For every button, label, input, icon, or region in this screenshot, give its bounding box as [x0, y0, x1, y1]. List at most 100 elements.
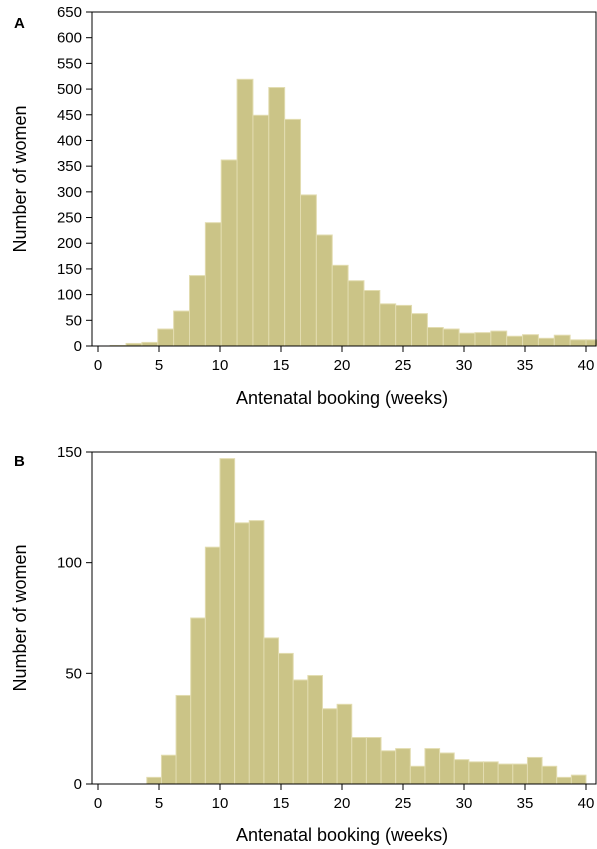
histogram-bar — [553, 334, 571, 347]
y-axis-title: Number of women — [10, 105, 30, 252]
histogram-bar — [248, 520, 265, 785]
y-tick-label: 400 — [57, 132, 82, 149]
chart-svg: B 0 5 10 15 20 25 30 35 40 0 50 100 150 Antenatal book… — [10, 444, 597, 845]
histogram-bar — [395, 748, 411, 785]
histogram-bar — [490, 330, 508, 347]
histogram-bar — [278, 652, 294, 785]
x-tick-label: 0 — [94, 795, 102, 812]
histogram-bar — [292, 679, 309, 785]
histogram-bar — [173, 310, 190, 347]
x-tick-label: 10 — [212, 795, 229, 812]
histogram-bar — [365, 737, 382, 785]
histogram-bar — [380, 750, 397, 785]
histogram-panel-a: A 0 5 10 15 20 25 30 35 40 0 50 100 150 200 250 300 350 40… — [0, 0, 597, 415]
y-tick-label: 0 — [74, 338, 82, 355]
chart-svg: A0 5 10 15 20 25 30 35 4005010015020025030035040… — [10, 4, 597, 408]
histogram-bar — [157, 328, 175, 347]
histogram-bar — [497, 763, 514, 785]
x-tick-label: 25 — [395, 795, 412, 812]
histogram-bar — [537, 337, 555, 347]
histogram-bar — [379, 303, 397, 347]
histogram-bar — [321, 708, 338, 785]
x-tick-label: 25 — [395, 357, 412, 374]
x-tick-label: 40 — [578, 357, 595, 374]
y-tick-label: 0 — [74, 776, 82, 793]
y-tick-label: 200 — [57, 235, 82, 252]
panel-label: A — [14, 15, 25, 32]
x-tick-label: 40 — [578, 795, 595, 812]
x-tick-label: 30 — [456, 795, 473, 812]
x-tick-label: 15 — [273, 357, 290, 374]
histogram-bar — [347, 280, 365, 347]
histogram-bar — [522, 334, 539, 347]
histogram-bar — [204, 222, 222, 347]
histogram-bar — [307, 675, 323, 785]
x-axis-title: Antenatal booking (weeks) — [236, 825, 448, 845]
plot-frame — [91, 451, 597, 785]
histogram-bar — [585, 339, 597, 347]
histogram-bar — [252, 114, 270, 347]
histogram-bar — [363, 290, 381, 347]
histogram-bar — [204, 546, 221, 785]
y-tick-label: 350 — [57, 158, 82, 175]
histogram-bar — [234, 522, 250, 785]
histogram-bar — [236, 78, 254, 347]
y-tick-label: 50 — [65, 312, 82, 329]
y-tick-label: 250 — [57, 210, 82, 227]
histogram-bar — [468, 761, 485, 785]
histogram-panel-b: B 0 5 10 15 20 25 30 35 40 0 50 100 150 Antenatal book… — [0, 440, 597, 849]
histogram-bar — [219, 458, 236, 785]
x-tick-label: 30 — [456, 357, 473, 374]
histogram-bar — [175, 694, 192, 785]
histogram-bar — [189, 275, 206, 347]
histogram-bar — [506, 335, 524, 347]
y-tick-label: 500 — [57, 81, 82, 98]
x-tick-label: 5 — [155, 357, 163, 374]
plot-frame — [91, 11, 597, 347]
histogram-bar — [411, 313, 428, 347]
x-tick-label: 35 — [517, 357, 534, 374]
histogram-bar — [512, 763, 528, 785]
histogram-bar — [541, 765, 558, 785]
histogram-bar — [160, 754, 177, 785]
histogram-bar — [263, 637, 280, 785]
y-tick-label: 150 — [57, 261, 82, 278]
y-axis-title: Number of women — [10, 544, 30, 691]
panel-label: B — [14, 453, 25, 470]
x-tick-label: 15 — [273, 795, 290, 812]
y-tick-label: 450 — [57, 107, 82, 124]
y-tick-label: 100 — [57, 555, 82, 572]
x-tick-label: 0 — [94, 357, 102, 374]
histogram-bar — [268, 87, 286, 347]
histogram-bar — [424, 748, 441, 785]
y-tick-label: 600 — [57, 30, 82, 47]
histogram-bar — [474, 332, 492, 347]
histogram-bar — [146, 776, 162, 785]
y-tick-label: 150 — [57, 444, 82, 461]
y-tick-label: 650 — [57, 4, 82, 21]
histogram-bar — [556, 776, 572, 785]
histogram-bar — [526, 756, 543, 785]
x-tick-label: 20 — [334, 795, 351, 812]
histogram-bar — [409, 765, 426, 785]
histogram-bar — [336, 703, 353, 785]
x-tick-label: 10 — [212, 357, 229, 374]
histogram-bar — [331, 264, 349, 347]
histogram-bar — [442, 328, 460, 347]
x-axis-title: Antenatal booking (weeks) — [236, 388, 448, 408]
histogram-bar — [190, 617, 206, 785]
histogram-bar — [351, 737, 367, 785]
histogram-bar — [439, 752, 455, 785]
histogram-bar — [426, 327, 444, 347]
histogram-bar — [458, 332, 476, 347]
histogram-bar — [220, 159, 238, 347]
histogram-bar — [453, 759, 470, 785]
histogram-bar — [483, 761, 499, 785]
y-tick-label: 550 — [57, 55, 82, 72]
histogram-bar — [284, 118, 302, 347]
y-tick-label: 300 — [57, 184, 82, 201]
histogram-bar — [300, 194, 317, 347]
y-tick-label: 100 — [57, 287, 82, 304]
histogram-bar — [141, 341, 159, 347]
x-tick-label: 5 — [155, 795, 163, 812]
